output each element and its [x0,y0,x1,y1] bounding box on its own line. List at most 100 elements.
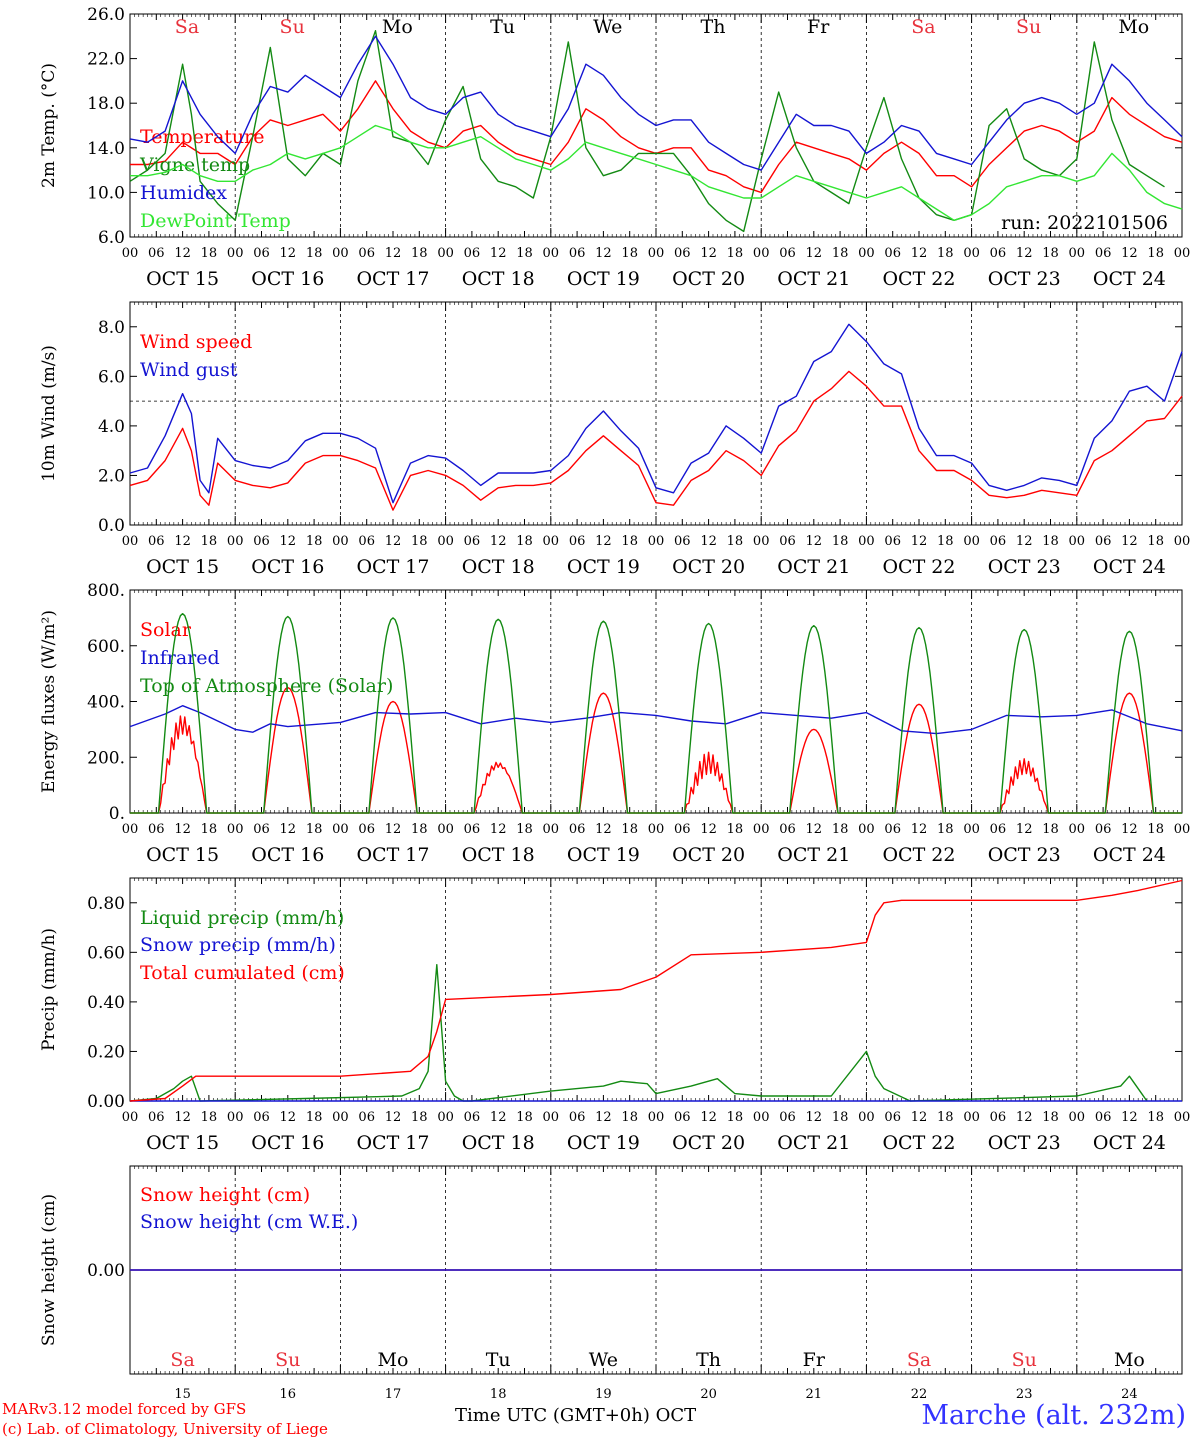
hour-tick-label: 12 [385,822,402,837]
date-label: OCT 19 [567,844,640,866]
panel-1: 6.0 10.0 14.0 18.0 22.0 26.0 2m Temp. (°C) 00 06… [39,5,1190,290]
hour-tick-label: 00 [437,246,454,261]
y-tick-label: 8.0 [98,318,125,338]
date-label: OCT 20 [672,556,745,578]
y-tick-label: 0.0 [98,516,125,536]
hour-tick-label: 00 [648,246,665,261]
hour-tick-label: 06 [1095,534,1112,549]
hour-tick-label: 18 [1147,246,1164,261]
hour-tick-label: 12 [700,1110,717,1125]
hour-tick-label: 18 [832,246,849,261]
hour-tick-label: 06 [464,822,481,837]
weekday-label: Mo [1118,16,1149,38]
hour-tick-label: 00 [227,822,244,837]
legend-entry: Wind speed [140,331,252,353]
hour-tick-label: 18 [727,246,744,261]
series-line [129,964,1148,1102]
hour-tick-label: 12 [280,822,297,837]
hour-tick-label: 00 [122,822,139,837]
panel-3: 0. 200. 400. 600. 800. Energy fluxes (W/m²) 00… [39,581,1190,866]
date-label: OCT 23 [988,556,1061,578]
hour-tick-label: 12 [911,534,928,549]
hour-tick-label: 12 [490,822,507,837]
legend-entry: Snow height (cm W.E.) [140,1211,358,1233]
hour-tick-label: 18 [516,246,533,261]
hour-tick-label: 06 [990,1110,1007,1125]
y-tick-label: 4.0 [98,417,125,437]
model-credit: MARv3.12 model forced by GFS [2,1400,247,1418]
hour-tick-label: 06 [1095,1110,1112,1125]
hour-tick-label: 06 [1095,822,1112,837]
hour-tick-label: 18 [411,822,428,837]
hour-tick-label: 12 [1016,246,1033,261]
hour-tick-label: 06 [358,822,375,837]
hour-tick-label: 18 [1147,822,1164,837]
hour-tick-label: 12 [595,1110,612,1125]
hour-tick-label: 12 [1016,534,1033,549]
hour-tick-label: 12 [911,822,928,837]
date-label: OCT 15 [146,556,219,578]
hour-tick-label: 18 [411,534,428,549]
hour-tick-label: 06 [253,534,270,549]
hour-tick-label: 12 [1121,534,1138,549]
hour-tick-label: 00 [753,1110,770,1125]
legend-entry: Vigne temp [139,154,250,176]
date-label: OCT 24 [1093,1132,1166,1154]
hour-tick-label: 12 [490,1110,507,1125]
hour-tick-label: 06 [990,534,1007,549]
y-axis-label: Snow height (cm) [39,1194,59,1346]
hour-tick-label: 12 [911,246,928,261]
hour-tick-label: 06 [1095,246,1112,261]
hour-tick-label: 12 [1121,1110,1138,1125]
hour-tick-label: 00 [437,822,454,837]
hour-tick-label: 18 [832,822,849,837]
date-label: OCT 23 [988,844,1061,866]
hour-tick-label: 18 [621,534,638,549]
weekday-label: Su [280,16,305,38]
hour-tick-label: 00 [227,246,244,261]
panel-4: 0.00 0.20 0.40 0.60 0.80 Precip (mm/h) 00 06 12 1… [39,877,1190,1154]
hour-tick-label: 18 [201,534,218,549]
date-label: OCT 22 [882,844,955,866]
hour-tick-label: 06 [148,822,165,837]
panel-2: 0.0 2.0 4.0 6.0 8.0 10m Wind (m/s) 00 06 12 18 OCT… [39,301,1191,578]
hour-tick-label: 12 [806,534,823,549]
hour-tick-label: 18 [621,1110,638,1125]
lab-credit: (c) Lab. of Climatology, University of L… [2,1420,328,1438]
legend-entry: Humidex [140,182,227,204]
hour-tick-label: 06 [253,1110,270,1125]
hour-tick-label: 00 [963,246,980,261]
series-line [129,370,1183,511]
y-tick-label: 6.0 [98,367,125,387]
hour-tick-label: 06 [253,822,270,837]
y-tick-label: 400. [87,693,125,713]
weekday-label: Fr [803,1349,826,1371]
hour-tick-label: 06 [148,534,165,549]
hour-tick-label: 00 [332,534,349,549]
hour-tick-label: 18 [306,246,323,261]
panel-5: 0.00 Snow height (cm) Snow height (cm) Snow… [39,1165,1183,1402]
hour-tick-label: 18 [1042,534,1059,549]
weekday-label: Th [696,1349,721,1371]
hour-tick-label: 00 [753,534,770,549]
hour-tick-label: 06 [569,534,586,549]
y-tick-label: 22.0 [87,50,125,70]
y-tick-label: 14.0 [87,139,125,159]
hour-tick-label: 06 [990,822,1007,837]
hour-tick-label: 00 [1069,246,1086,261]
series-line [129,30,1165,233]
legend-entry: DewPoint Temp [140,210,291,232]
y-tick-label: 18.0 [87,94,125,114]
hour-tick-label: 18 [411,1110,428,1125]
date-label: OCT 15 [146,268,219,290]
x-axis-title: Time UTC (GMT+0h) OCT [455,1405,697,1426]
date-label: OCT 24 [1093,268,1166,290]
weekday-label: Su [1012,1349,1037,1371]
hour-tick-label: 06 [358,246,375,261]
hour-tick-label: 00 [1174,534,1191,549]
day-number-label: 17 [385,1387,402,1402]
y-tick-label: 200. [87,748,125,768]
weekday-label: Sa [911,16,935,38]
series-line [129,879,1183,1102]
hour-tick-label: 12 [1121,822,1138,837]
